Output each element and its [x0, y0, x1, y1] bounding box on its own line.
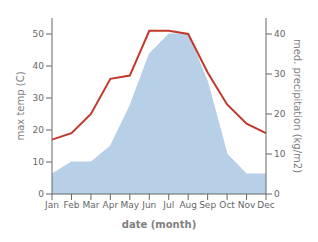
svg-text:Jun: Jun — [141, 200, 156, 210]
svg-text:Mar: Mar — [82, 200, 99, 210]
svg-text:May: May — [121, 200, 140, 210]
svg-text:Nov: Nov — [238, 200, 256, 210]
svg-text:10: 10 — [274, 149, 286, 159]
svg-text:40: 40 — [33, 61, 45, 71]
svg-text:40: 40 — [274, 29, 286, 39]
svg-text:30: 30 — [33, 93, 45, 103]
svg-text:20: 20 — [33, 125, 45, 135]
svg-text:Apr: Apr — [103, 200, 119, 210]
svg-text:30: 30 — [274, 69, 286, 79]
svg-text:Oct: Oct — [219, 200, 235, 210]
svg-text:max temp (C): max temp (C) — [15, 71, 26, 140]
svg-text:0: 0 — [38, 189, 44, 199]
svg-text:0: 0 — [274, 189, 280, 199]
svg-text:Jul: Jul — [162, 200, 174, 210]
svg-text:Feb: Feb — [63, 200, 79, 210]
svg-text:Dec: Dec — [257, 200, 274, 210]
svg-text:med. precipitation (kg/m2): med. precipitation (kg/m2) — [292, 39, 303, 173]
svg-text:Aug: Aug — [179, 200, 197, 210]
svg-text:Sep: Sep — [199, 200, 216, 210]
svg-text:10: 10 — [33, 157, 45, 167]
svg-text:20: 20 — [274, 109, 286, 119]
svg-text:Jan: Jan — [44, 200, 59, 210]
svg-text:date (month): date (month) — [122, 219, 196, 230]
svg-text:50: 50 — [33, 29, 45, 39]
